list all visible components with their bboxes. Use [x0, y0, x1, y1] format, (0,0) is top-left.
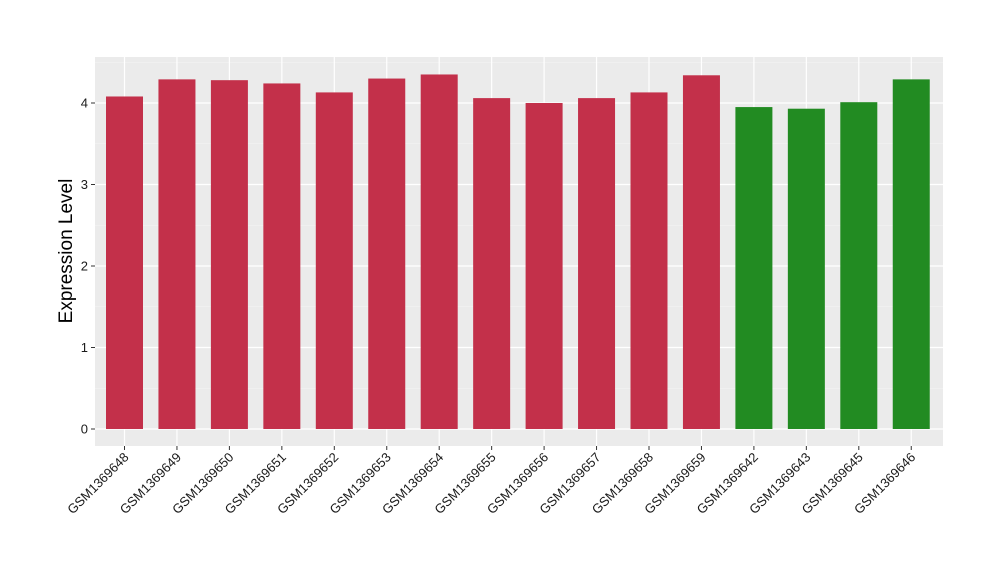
- bar: [473, 98, 511, 430]
- y-tick-label: 3: [81, 177, 88, 192]
- bar: [315, 92, 353, 429]
- bar: [158, 79, 196, 430]
- y-axis: 0 1 2 3 4: [81, 96, 95, 437]
- y-tick-label: 1: [81, 340, 88, 355]
- bar: [682, 75, 720, 429]
- bar: [368, 78, 406, 430]
- bar: [420, 74, 458, 429]
- x-axis: GSM1369648GSM1369649GSM1369650GSM1369651…: [64, 446, 918, 517]
- bar: [525, 103, 563, 429]
- y-axis-title: Expression Level: [56, 179, 77, 324]
- bar: [892, 79, 930, 430]
- bars: [106, 74, 930, 430]
- bar: [106, 96, 143, 429]
- bar: [578, 98, 616, 430]
- bar: [787, 108, 825, 429]
- bar: [735, 107, 773, 429]
- bar: [210, 80, 248, 430]
- y-tick-label: 0: [81, 422, 88, 437]
- bar: [263, 83, 301, 429]
- y-tick-label: 4: [81, 96, 88, 111]
- bar: [840, 102, 878, 429]
- y-tick-label: 2: [81, 259, 88, 274]
- bar: [630, 92, 668, 429]
